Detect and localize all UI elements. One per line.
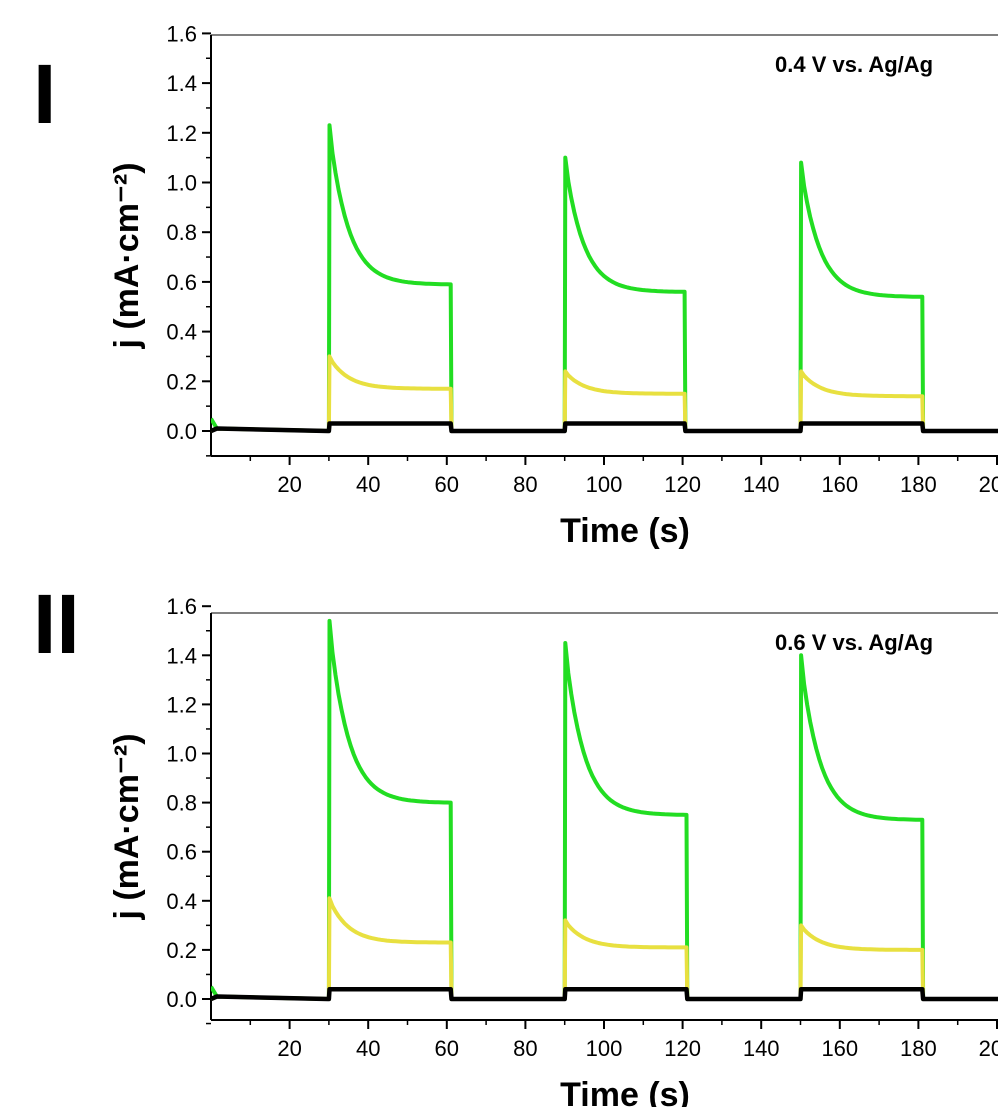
y-tick-label: 0.4 [166,320,197,345]
x-tick-label: 20 [277,1036,301,1061]
series-line-1 [211,123,998,433]
y-tick-label: 0.0 [166,987,197,1012]
potential-annotation: 0.4 V vs. Ag/Ag [775,52,933,77]
panel-label-i: I [33,47,57,141]
x-tick-label: 120 [664,472,701,497]
y-axis-title: j (mA·cm⁻²) [108,733,146,920]
y-tick-label: 0.6 [166,270,197,295]
panel-label-ii: II [33,577,80,671]
potential-annotation: 0.6 V vs. Ag/Ag [775,630,933,655]
x-tick-label: 80 [513,472,537,497]
x-tick-label: 100 [586,1036,623,1061]
y-tick-label: 1.4 [166,643,197,668]
series-line-3 [211,421,998,434]
x-tick-label: 180 [900,472,937,497]
x-tick-label: 20 [277,472,301,497]
x-axis-title: Time (s) [560,512,690,550]
x-tick-label: 160 [821,1036,858,1061]
x-axis-title: Time (s) [560,1076,690,1107]
y-tick-label: 0.2 [166,938,197,963]
x-tick-label: 200 [979,1036,998,1061]
x-tick-label: 40 [356,1036,380,1061]
y-tick-label: 0.2 [166,369,197,394]
y-tick-label: 0.4 [166,889,197,914]
y-tick-label: 1.6 [166,21,197,46]
y-tick-label: 1.6 [166,594,197,619]
series-line-1 [211,618,998,1001]
x-tick-label: 60 [435,472,459,497]
x-tick-label: 200 [979,472,998,497]
y-axis-title: j (mA·cm⁻²) [108,162,146,349]
y-tick-label: 0.0 [166,419,197,444]
x-tick-label: 100 [586,472,623,497]
series-line-3 [211,986,998,1002]
y-tick-label: 1.4 [166,71,197,96]
x-tick-label: 180 [900,1036,937,1061]
y-tick-label: 0.8 [166,220,197,245]
x-tick-label: 120 [664,1036,701,1061]
series-line-2 [211,896,998,1001]
y-tick-label: 1.0 [166,171,197,196]
series-line-2 [211,354,998,433]
x-tick-label: 40 [356,472,380,497]
x-tick-label: 140 [743,1036,780,1061]
x-tick-label: 160 [821,472,858,497]
y-tick-label: 1.0 [166,742,197,767]
y-tick-label: 0.8 [166,791,197,816]
x-tick-label: 60 [435,1036,459,1061]
x-tick-label: 80 [513,1036,537,1061]
y-tick-label: 1.2 [166,692,197,717]
y-tick-label: 0.6 [166,840,197,865]
x-tick-label: 140 [743,472,780,497]
y-tick-label: 1.2 [166,121,197,146]
